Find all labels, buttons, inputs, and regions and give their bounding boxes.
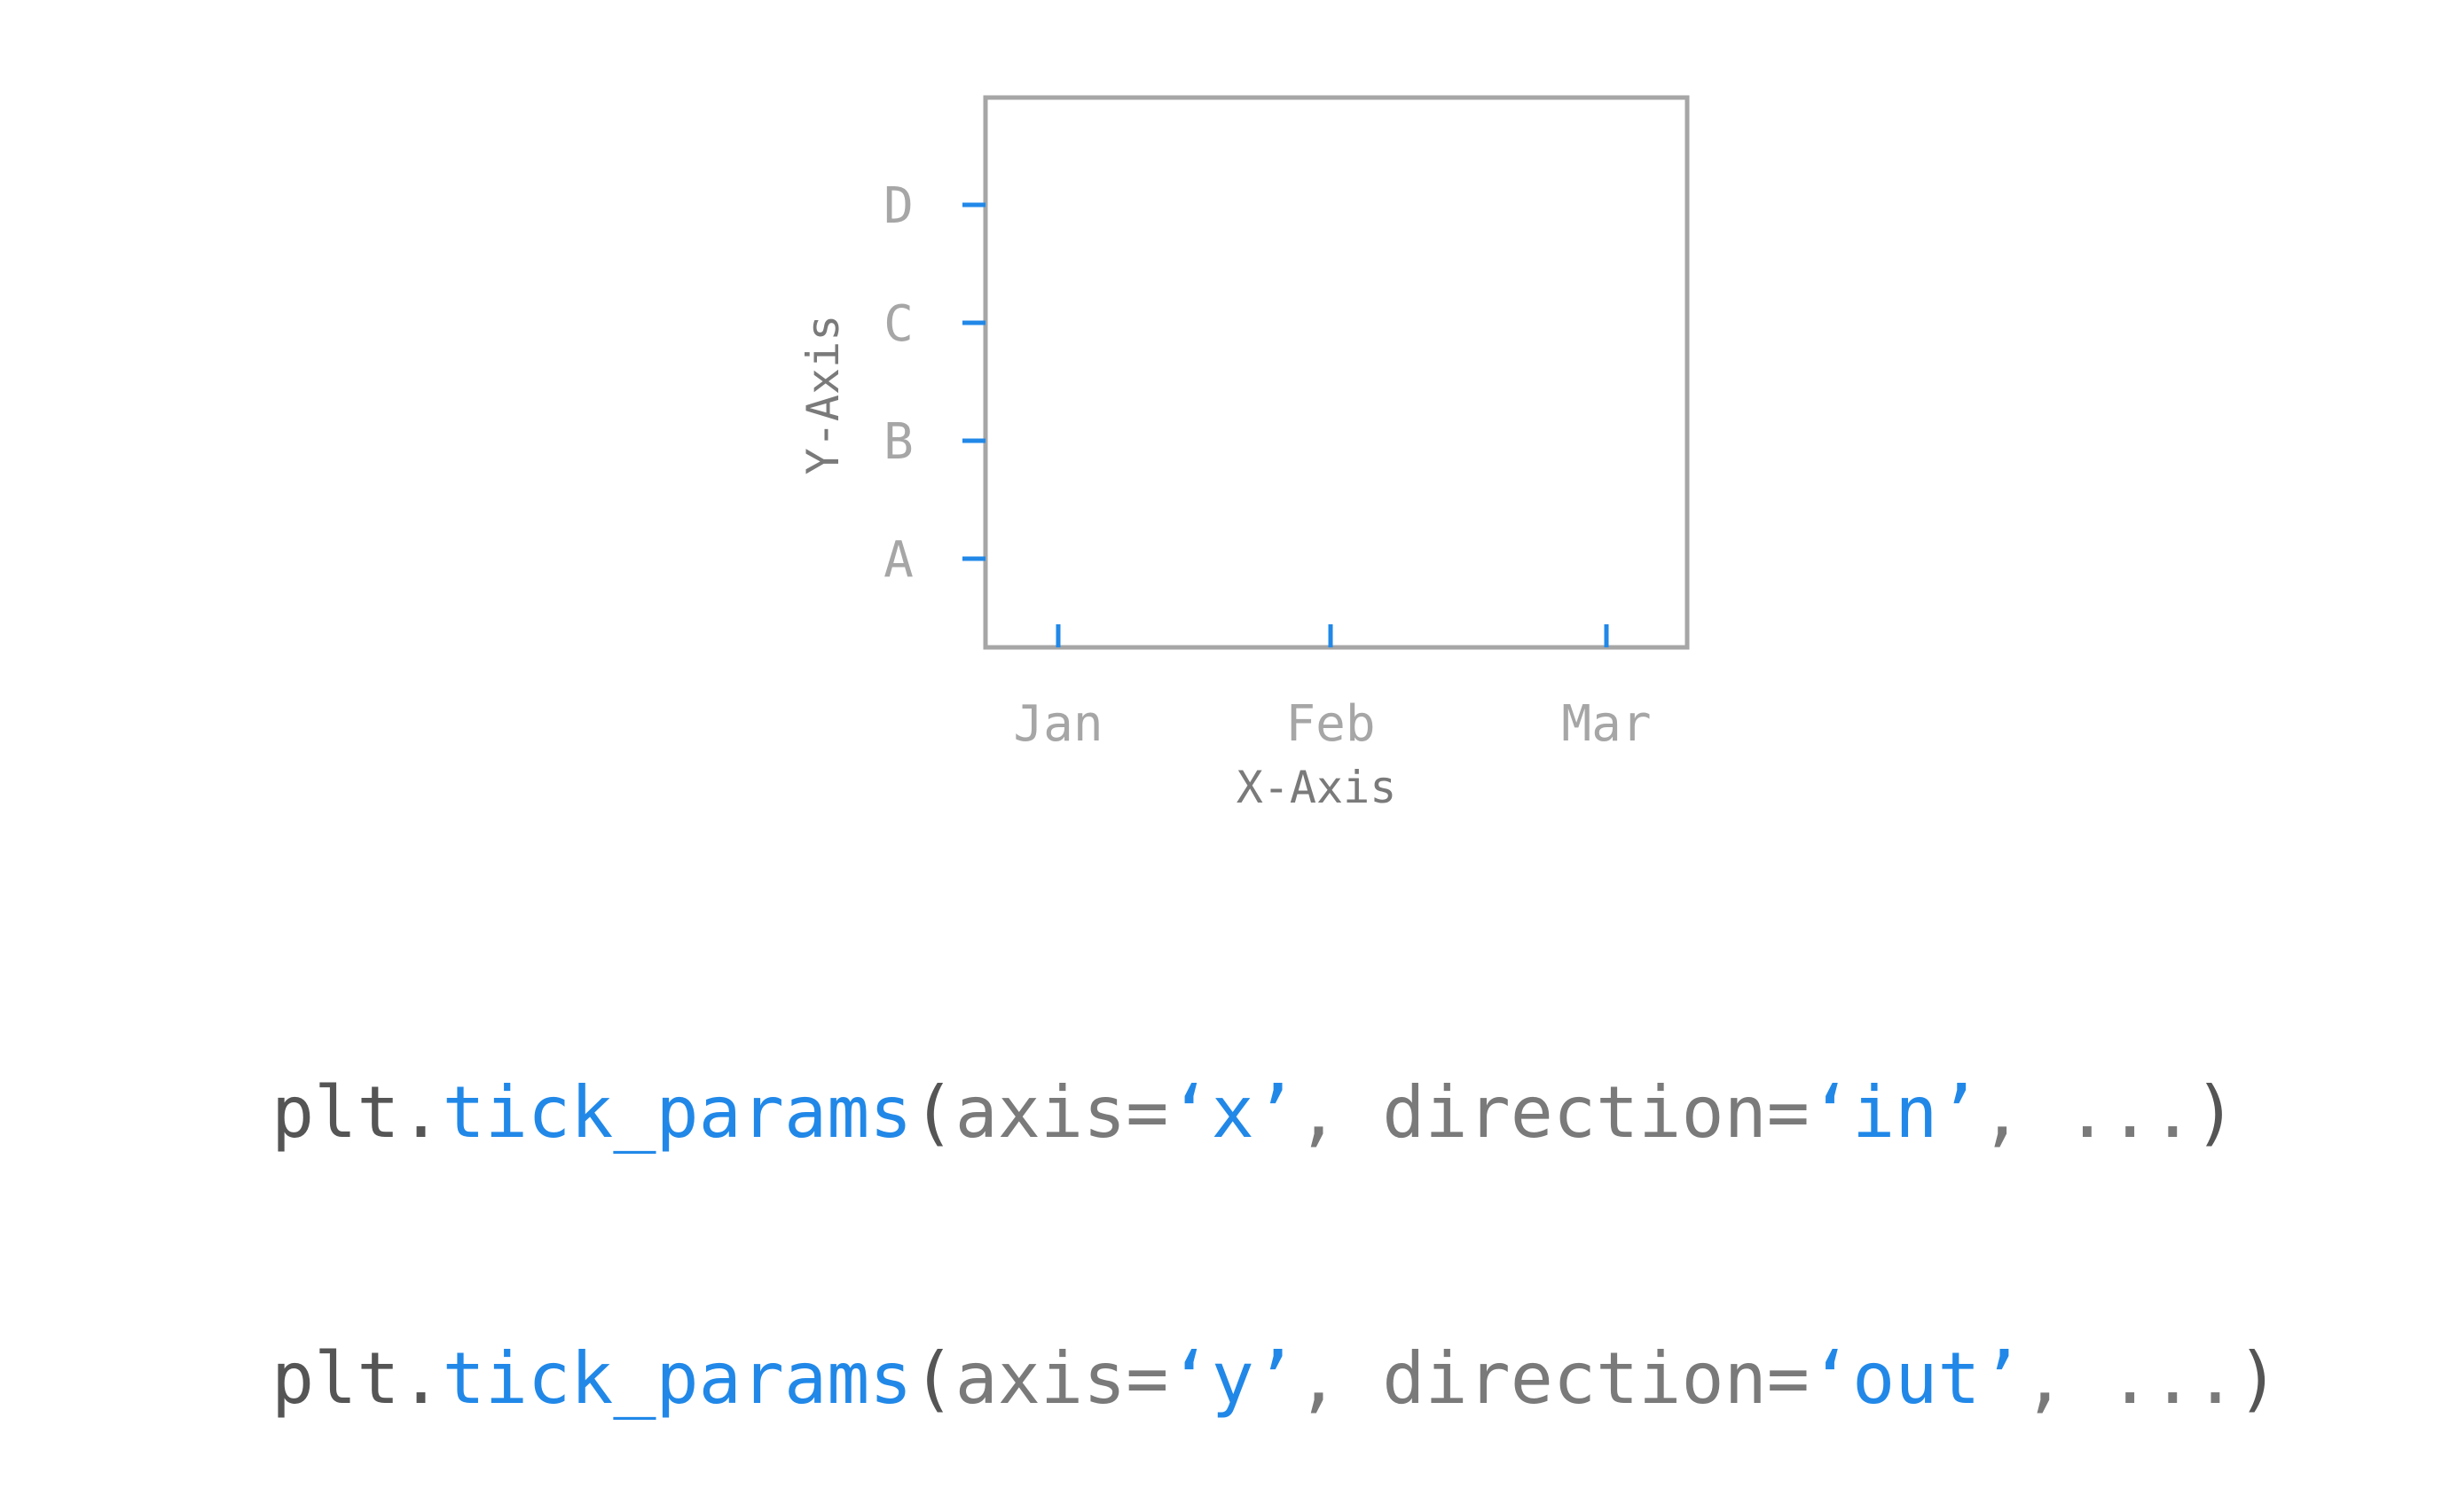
- x-ticks: Jan Feb Mar: [1013, 624, 1652, 753]
- code-object: plt.: [271, 1337, 443, 1420]
- code-function: tick_params: [442, 1337, 913, 1420]
- code-open-paren: (: [912, 1071, 955, 1154]
- plot-frame: [983, 95, 1690, 650]
- x-axis-label: X-Axis: [1237, 762, 1397, 813]
- code-open-paren: (: [912, 1337, 955, 1420]
- code-function: tick_params: [442, 1071, 913, 1154]
- code-object: plt.: [271, 1071, 443, 1154]
- code-close-paren: ): [2194, 1071, 2237, 1154]
- code-ellipsis: , ...: [2022, 1337, 2237, 1420]
- y-tick-label-c: C: [883, 295, 914, 353]
- code-line-y: plt.tick_params(axis=‘y’, direction=‘out…: [271, 1335, 2280, 1423]
- tick-direction-diagram: A B C D Jan Feb Mar X-Axis Y-Axis: [797, 95, 1690, 813]
- x-tick-label-mar: Mar: [1561, 695, 1651, 753]
- code-close-paren: ): [2236, 1337, 2280, 1420]
- code-axis-value: ‘x’: [1168, 1071, 1297, 1154]
- y-ticks: A B C D: [883, 177, 985, 589]
- code-line-x: plt.tick_params(axis=‘x’, direction=‘in’…: [271, 1069, 2280, 1157]
- x-tick-label-feb: Feb: [1285, 695, 1375, 753]
- y-tick-label-b: B: [883, 413, 914, 471]
- code-direction-value: ‘in’: [1809, 1071, 1981, 1154]
- code-ellipsis: , ...: [1980, 1071, 2195, 1154]
- y-tick-label-d: D: [883, 177, 914, 235]
- y-tick-label-a: A: [883, 531, 914, 589]
- code-direction-value: ‘out’: [1809, 1337, 2023, 1420]
- code-axis-value: ‘y’: [1168, 1337, 1297, 1420]
- code-snippet: plt.tick_params(axis=‘x’, direction=‘in’…: [271, 891, 2280, 1512]
- code-direction-key: , direction=: [1296, 1071, 1810, 1154]
- code-direction-key: , direction=: [1296, 1337, 1810, 1420]
- code-arg-key: axis=: [954, 1337, 1169, 1420]
- code-arg-key: axis=: [954, 1071, 1169, 1154]
- y-axis-label: Y-Axis: [797, 315, 849, 475]
- x-tick-label-jan: Jan: [1013, 695, 1103, 753]
